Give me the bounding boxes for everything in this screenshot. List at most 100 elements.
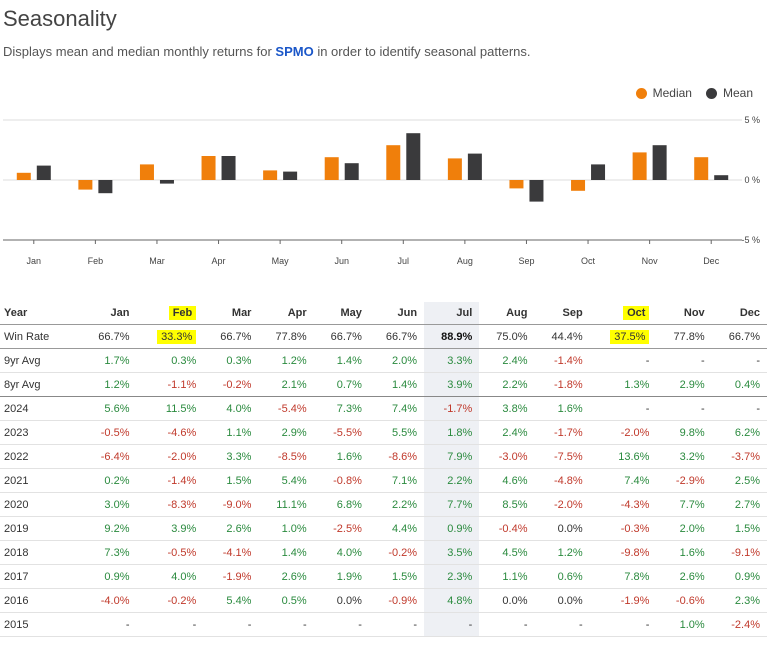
table-cell: 3.8% — [479, 396, 535, 421]
table-cell: 13.6% — [589, 444, 657, 469]
table-cell: 2.7% — [711, 492, 767, 517]
table-cell: 4.4% — [368, 516, 425, 541]
table-cell: 5.4% — [258, 468, 314, 493]
median-bar — [201, 156, 216, 180]
subtitle-text-pre: Displays mean and median monthly returns… — [3, 44, 276, 59]
x-tick-label: Nov — [642, 256, 659, 266]
table-cell: - — [589, 348, 657, 373]
legend-item-median[interactable]: Median — [635, 86, 692, 100]
row-label: 2019 — [0, 516, 82, 541]
table-cell: 4.5% — [479, 540, 535, 565]
highlighted-cell-value: 37.5% — [610, 329, 650, 344]
table-cell: - — [368, 612, 425, 637]
x-tick-label: Dec — [703, 256, 720, 266]
table-cell: 1.2% — [534, 540, 590, 565]
table-cell: 77.8% — [656, 324, 712, 349]
table-row: 2020 3.0% -8.3% -9.0% 11.1% 6.8% 2.2% 7.7% 8.5% -… — [0, 492, 767, 517]
column-header: Feb — [137, 302, 204, 325]
median-bar — [139, 164, 154, 180]
table-cell: 3.3% — [424, 348, 480, 373]
table-cell: 75.0% — [479, 324, 535, 349]
table-row: 2019 9.2% 3.9% 2.6% 1.0% -2.5% 4.4% 0.9% -0.4% 0.… — [0, 516, 767, 541]
table-cell: 2.6% — [203, 516, 259, 541]
mean-swatch-icon — [705, 87, 717, 99]
table-cell: -8.5% — [258, 444, 314, 469]
table-cell: 88.9% — [424, 324, 480, 349]
table-cell: 7.1% — [368, 468, 425, 493]
seasonality-table: Year Jan Feb Mar Apr May Jun Jul Aug Sep Oct Nov Dec… — [0, 302, 767, 637]
row-label: 9yr Avg — [0, 348, 82, 373]
table-cell: 33.3% — [136, 324, 204, 349]
row-label: 2022 — [0, 444, 82, 469]
table-cell: 1.6% — [534, 396, 590, 421]
table-cell: - — [589, 612, 657, 637]
table-cell: -7.5% — [534, 444, 590, 469]
table-cell: 7.7% — [424, 492, 480, 517]
table-cell: -2.0% — [589, 420, 657, 445]
table-cell: -9.0% — [203, 492, 259, 517]
table-cell: -1.9% — [203, 564, 259, 589]
table-cell: 3.2% — [656, 444, 712, 469]
table-cell: -1.4% — [136, 468, 204, 493]
table-cell: 1.5% — [368, 564, 425, 589]
table-cell: -1.9% — [589, 588, 657, 613]
x-tick-label: Oct — [581, 256, 596, 266]
table-cell: -0.9% — [368, 588, 425, 613]
table-cell: -0.5% — [81, 420, 137, 445]
table-cell: - — [81, 612, 137, 637]
median-bar — [324, 157, 339, 180]
table-cell: 2.4% — [479, 420, 535, 445]
table-cell: 1.1% — [479, 564, 535, 589]
table-cell: 7.7% — [656, 492, 712, 517]
table-row: 2021 0.2% -1.4% 1.5% 5.4% -0.8% 7.1% 2.2% 4.6% -4… — [0, 468, 767, 493]
table-cell: 1.6% — [313, 444, 369, 469]
table-cell: 9.8% — [656, 420, 712, 445]
table-body: Win Rate 66.7% 33.3% 66.7% 77.8% 66.7% 66.7% 88… — [0, 324, 767, 637]
highlighted-cell-value: 33.3% — [157, 329, 197, 344]
table-cell: 1.9% — [313, 564, 369, 589]
table-cell: 37.5% — [589, 324, 657, 349]
column-header: Aug — [506, 307, 528, 319]
mean-bar — [159, 180, 174, 184]
table-cell: 4.0% — [136, 564, 204, 589]
column-header: Jan — [110, 307, 130, 319]
column-header: Nov — [683, 307, 705, 319]
row-label: 2018 — [0, 540, 82, 565]
table-cell: -0.8% — [313, 468, 369, 493]
legend-median-label: Median — [652, 86, 692, 100]
table-cell: - — [589, 396, 657, 421]
table-cell: -2.0% — [136, 444, 204, 469]
y-tick-label: 0 % — [744, 175, 760, 185]
table-cell: 1.8% — [424, 420, 480, 445]
table-cell: 0.7% — [313, 372, 369, 397]
table-cell: 4.0% — [203, 396, 259, 421]
table-cell: 66.7% — [711, 324, 767, 349]
table-row: 2023 -0.5% -4.6% 1.1% 2.9% -5.5% 5.5% 1.8% 2.4% -… — [0, 420, 767, 445]
row-label: 8yr Avg — [0, 372, 82, 397]
table-cell: 0.3% — [136, 348, 204, 373]
table-row: 2017 0.9% 4.0% -1.9% 2.6% 1.9% 1.5% 2.3% 1.1% 0.6… — [0, 564, 767, 589]
table-cell: 2.0% — [368, 348, 425, 373]
table-cell: - — [479, 612, 535, 637]
seasonality-chart: 5 % 0 % -5 % Jan Feb Mar Apr May Jun Jul Aug Sep Oct… — [3, 115, 760, 266]
table-cell: 0.6% — [534, 564, 590, 589]
table-cell: 0.9% — [81, 564, 137, 589]
table-cell: 3.9% — [136, 516, 204, 541]
table-cell: 0.5% — [258, 588, 314, 613]
x-tick-label: Apr — [212, 256, 226, 266]
mean-bar — [714, 175, 729, 180]
table-cell: -4.3% — [589, 492, 657, 517]
table-cell: -0.2% — [368, 540, 425, 565]
legend-mean-label: Mean — [722, 86, 753, 100]
page-subtitle: Displays mean and median monthly returns… — [3, 44, 531, 59]
mean-bar — [529, 180, 544, 202]
column-header: Year — [4, 307, 28, 319]
table-cell: -0.2% — [136, 588, 204, 613]
legend-item-mean[interactable]: Mean — [705, 86, 753, 100]
table-cell: - — [711, 348, 767, 373]
x-tick-label: Aug — [457, 256, 473, 266]
table-cell: -3.7% — [711, 444, 767, 469]
table-cell: 3.9% — [424, 372, 480, 397]
ticker-link[interactable]: SPMO — [275, 44, 314, 59]
table-cell: -0.3% — [589, 516, 657, 541]
